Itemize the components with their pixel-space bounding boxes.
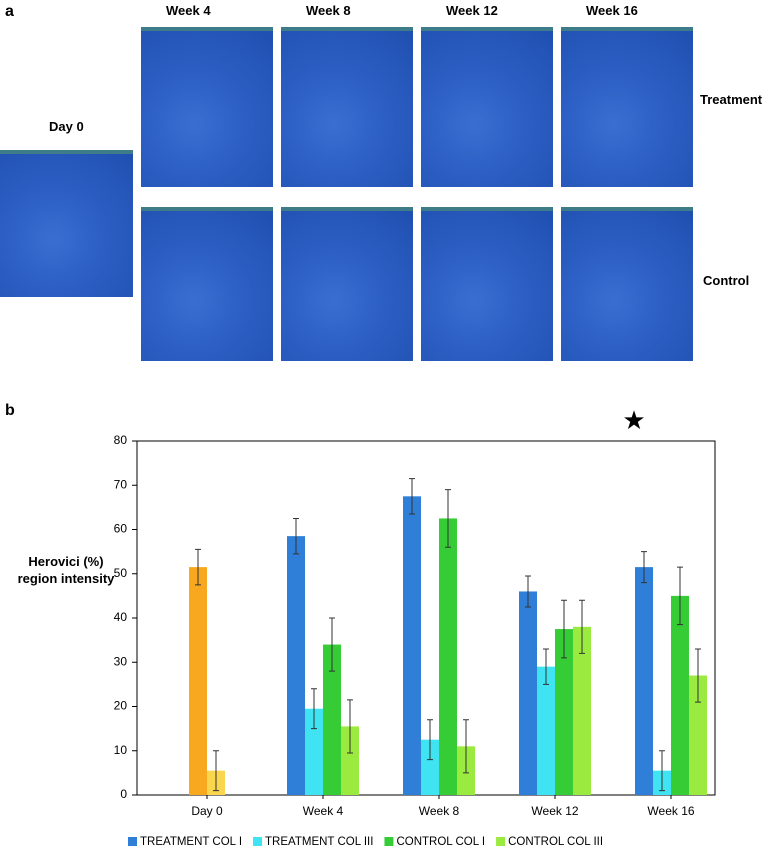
bar	[439, 518, 457, 795]
histology-image	[0, 150, 133, 297]
error-bar	[641, 551, 647, 584]
x-tick-label: Week 8	[419, 804, 460, 818]
bar	[671, 595, 689, 795]
legend-swatch	[496, 837, 506, 846]
error-bar	[525, 575, 531, 608]
y-tick-label: 50	[114, 566, 128, 580]
panel-label: b	[5, 402, 15, 419]
column-label: Week 16	[586, 3, 638, 18]
legend-label: CONTROL COL I	[396, 836, 485, 848]
error-bar	[409, 478, 415, 515]
row-label: Control	[703, 273, 750, 288]
error-bar	[427, 719, 433, 761]
error-bar	[561, 599, 567, 659]
column-label: Week 8	[306, 3, 351, 18]
bar	[287, 536, 305, 795]
y-tick-label: 40	[114, 610, 128, 624]
bar	[555, 629, 573, 795]
bar	[189, 567, 207, 795]
legend-label: TREATMENT COL III	[265, 836, 373, 848]
y-tick-label: 20	[114, 699, 128, 713]
y-axis-label: Herovici (%) region intensity	[17, 554, 115, 586]
histology-image	[421, 207, 553, 361]
day0-label: Day 0	[49, 119, 84, 134]
error-bar	[677, 566, 683, 626]
bar	[519, 591, 537, 795]
histology-image	[281, 207, 413, 361]
x-tick-label: Day 0	[191, 804, 223, 818]
panel-label: a	[5, 3, 14, 20]
column-label: Week 4	[166, 3, 211, 18]
error-bar	[347, 699, 353, 754]
bar	[341, 726, 359, 795]
histology-image	[561, 207, 693, 361]
histology-image	[281, 27, 413, 187]
bar	[403, 496, 421, 795]
bar	[573, 626, 591, 795]
bar	[689, 675, 707, 795]
x-tick-label: Week 12	[531, 804, 578, 818]
x-tick-label: Week 4	[303, 804, 344, 818]
column-label: Week 12	[446, 3, 498, 18]
histology-image	[421, 27, 553, 187]
legend-swatch	[128, 837, 137, 846]
y-tick-label: 80	[114, 433, 128, 447]
histology-image	[561, 27, 693, 187]
annotation: ★	[622, 405, 645, 435]
error-bar	[659, 750, 665, 792]
error-bar	[329, 617, 335, 672]
legend-swatch	[384, 837, 394, 846]
legend-label: TREATMENT COL I	[140, 836, 242, 848]
error-bar	[311, 688, 317, 730]
histology-image	[141, 27, 273, 187]
y-tick-label: 60	[114, 522, 128, 536]
bar	[323, 644, 341, 795]
y-tick-label: 0	[120, 787, 127, 801]
bar	[537, 666, 555, 795]
error-bar	[445, 489, 451, 548]
error-bar	[293, 517, 299, 555]
legend-swatch	[253, 837, 263, 846]
row-label: Treatment	[700, 92, 763, 107]
bar	[635, 567, 653, 795]
x-tick-label: Week 16	[647, 804, 694, 818]
y-tick-label: 30	[114, 654, 128, 668]
error-bar	[213, 750, 219, 792]
y-tick-label: 70	[114, 477, 128, 491]
error-bar	[579, 599, 585, 654]
error-bar	[463, 719, 469, 774]
error-bar	[543, 648, 549, 685]
histology-image	[141, 207, 273, 361]
y-tick-label: 10	[114, 743, 128, 757]
bar	[421, 739, 439, 795]
error-bar	[695, 648, 701, 703]
error-bar	[195, 548, 201, 586]
bar	[305, 708, 323, 795]
legend-label: CONTROL COL III	[508, 836, 603, 848]
